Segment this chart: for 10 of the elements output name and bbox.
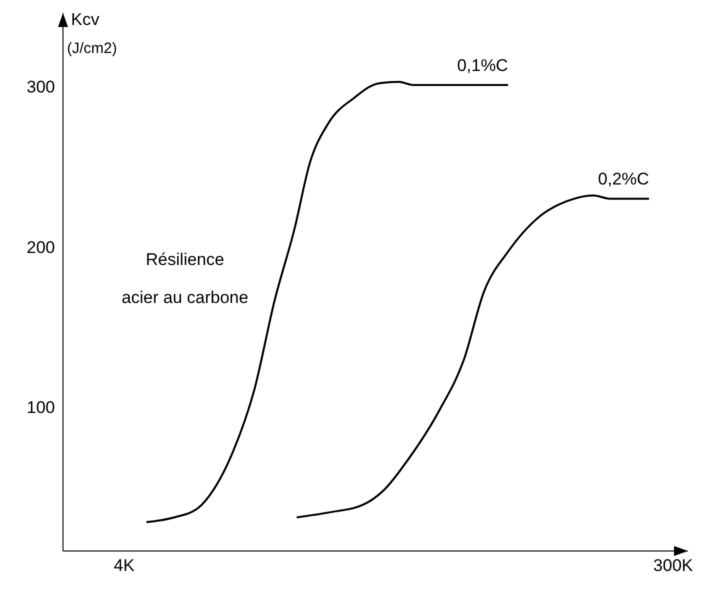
y-axis-title: Kcv (J/cm2): [67, 10, 117, 57]
x-tick-label: 4K: [114, 556, 136, 576]
annotation: Résilience acier au carbone: [122, 250, 248, 307]
y-tick-label: 200: [26, 238, 55, 257]
line-series: [296, 194, 650, 518]
y-tick-label: 300: [26, 78, 55, 97]
x-tick-label: 300K: [653, 556, 694, 576]
series-label: 0,2%C: [598, 170, 650, 189]
series-label: 0,1%C: [457, 56, 508, 76]
y-tick-label: 100: [26, 398, 55, 417]
